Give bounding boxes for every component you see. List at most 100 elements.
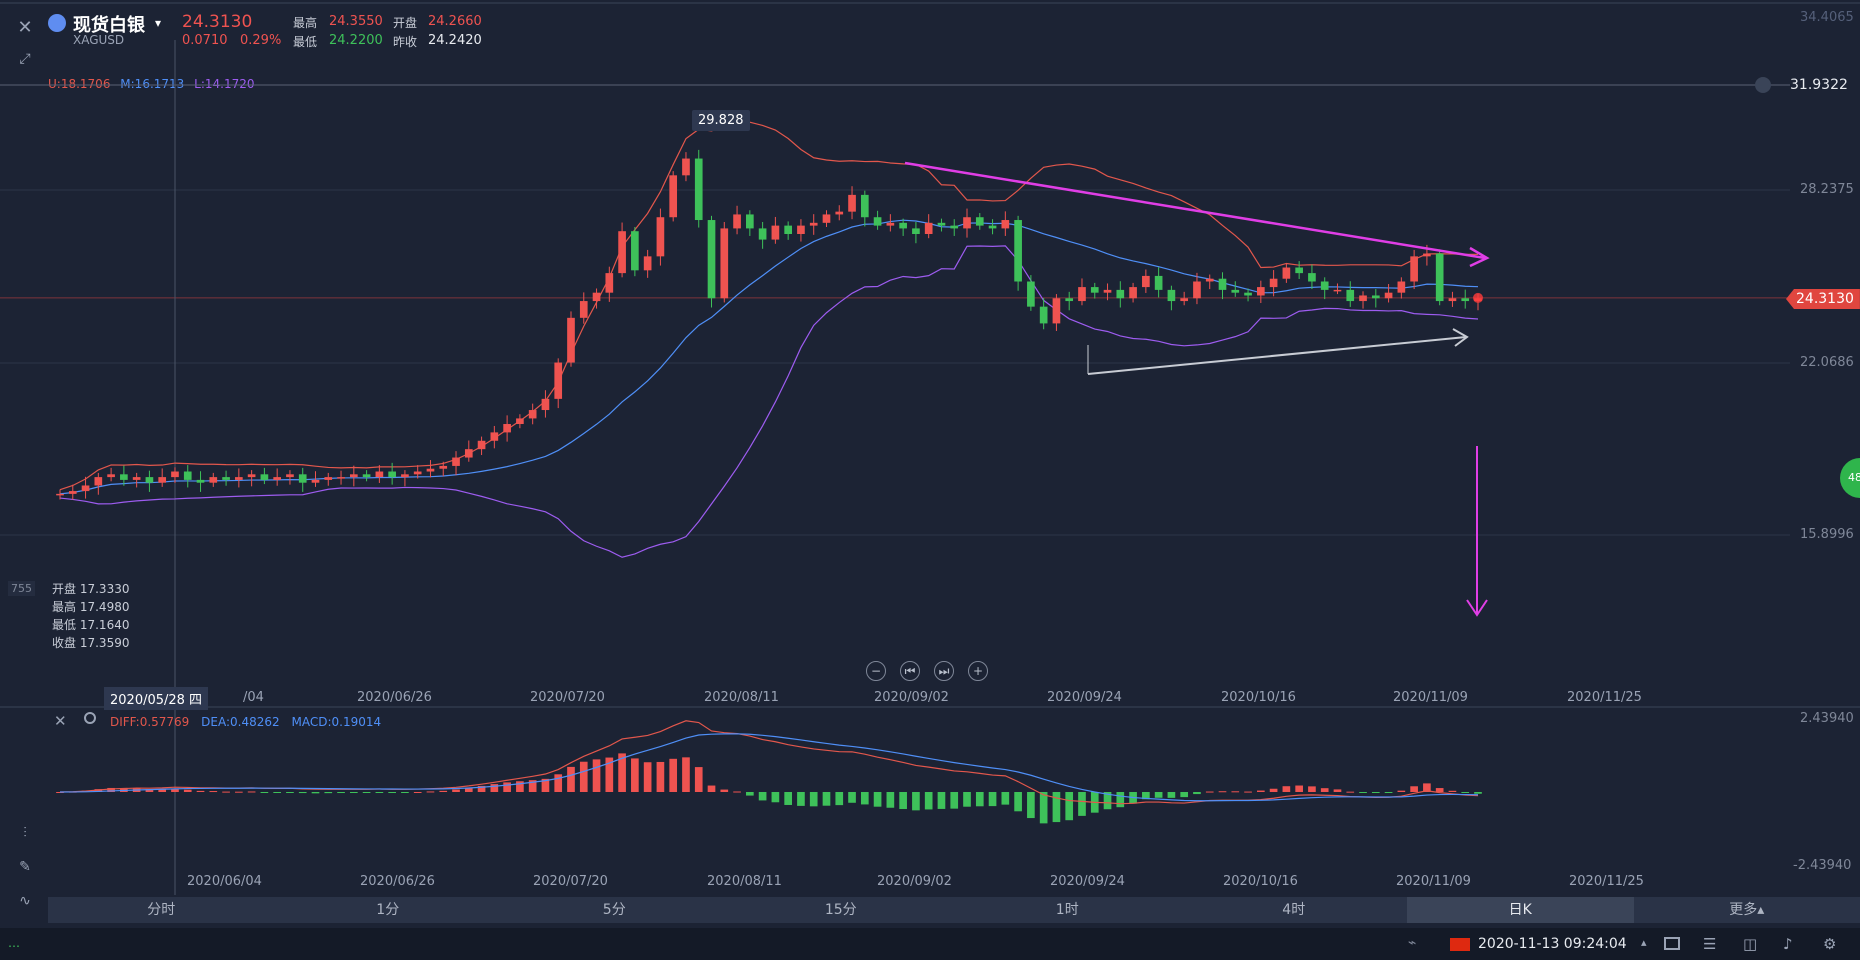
date-label: 2020/11/09 — [1393, 690, 1468, 705]
macd-bar — [975, 792, 984, 807]
candle-body — [107, 474, 115, 478]
candle-body — [1001, 220, 1010, 229]
macd-bar — [567, 766, 575, 792]
candle-body — [311, 479, 320, 483]
zoom-in-button[interactable]: + — [968, 661, 988, 681]
candle-body — [337, 477, 345, 479]
side-badge[interactable]: 48 — [1840, 458, 1860, 498]
last-price: 24.3130 — [182, 12, 253, 32]
period-15m[interactable]: 15分 — [824, 902, 857, 918]
macd-bar — [694, 767, 703, 792]
macd-close-icon[interactable]: ✕ — [54, 712, 67, 730]
macd-bar — [1384, 792, 1393, 793]
camera-icon[interactable]: ◫ — [1743, 935, 1758, 953]
candle-body — [490, 432, 499, 441]
symbol-dropdown-icon[interactable]: ▾ — [155, 16, 162, 30]
support-trendline — [1087, 336, 1467, 375]
boll-upper: U:18.1706 — [48, 77, 111, 91]
pencil-icon[interactable]: ✎ — [19, 859, 31, 875]
macd-bar — [1218, 791, 1227, 793]
macd-bar — [809, 792, 818, 807]
candle-body — [1014, 220, 1022, 282]
line-chart-icon[interactable]: ∿ — [19, 893, 31, 909]
period-5m[interactable]: 5分 — [602, 902, 626, 918]
prev-close-label: 昨收 — [393, 35, 418, 49]
macd-bar — [516, 781, 524, 792]
macd-bar — [873, 792, 882, 807]
macd-bar — [963, 792, 971, 807]
connection-icon[interactable]: ⌁ — [1408, 935, 1417, 951]
main-chart[interactable] — [0, 0, 1860, 900]
candle-body — [439, 465, 448, 469]
chart-nav: − ⏮ ⏭ + — [866, 661, 988, 681]
candle-body — [324, 477, 333, 480]
close-chart-icon[interactable]: ✕ — [17, 16, 33, 38]
scroll-end-button[interactable]: ⏭ — [934, 661, 954, 681]
macd-bar — [682, 757, 690, 792]
expand-icon[interactable]: ▴ — [1641, 936, 1647, 949]
macd-bar — [848, 792, 856, 803]
candle-body — [516, 418, 524, 425]
candle-body — [631, 231, 639, 271]
candle-body — [797, 225, 805, 234]
candle-body — [1180, 298, 1189, 302]
ohlc-close: 17.3590 — [79, 636, 130, 650]
macd-bar — [579, 761, 588, 792]
sound-icon[interactable]: ♪ — [1783, 935, 1793, 953]
macd-bar — [426, 791, 435, 793]
candle-body — [1435, 253, 1444, 302]
macd-bar — [937, 792, 946, 809]
symbol-name[interactable]: 现货白银 — [73, 15, 145, 36]
macd-bar — [196, 790, 205, 792]
candle-body — [81, 485, 90, 492]
list-icon[interactable]: ☰ — [1703, 935, 1717, 953]
candle-body — [56, 493, 64, 496]
candle-body — [541, 398, 550, 411]
candle-body — [937, 222, 946, 226]
macd-bar — [733, 791, 741, 793]
period-1h[interactable]: 1时 — [1055, 902, 1079, 918]
candle-body — [452, 457, 460, 466]
macd-bar — [1410, 786, 1418, 792]
macd-bar — [413, 791, 422, 793]
candle-body — [707, 220, 716, 299]
alert-bell-icon[interactable] — [1755, 77, 1771, 93]
date-label: 2020/09/02 — [874, 690, 949, 705]
macd-bar — [1116, 792, 1125, 808]
candle-body — [528, 410, 537, 419]
macd-settings-icon[interactable] — [84, 712, 96, 724]
macd-bar — [758, 792, 767, 801]
candle-body — [822, 214, 831, 223]
period-1m[interactable]: 1分 — [376, 902, 400, 918]
period-4h[interactable]: 4时 — [1282, 902, 1306, 918]
period-daily[interactable]: 日K — [1407, 897, 1634, 923]
macd-bar — [1065, 792, 1074, 821]
macd-bar — [324, 792, 333, 794]
macd-bar — [924, 792, 933, 810]
candle-body — [643, 256, 652, 271]
support-arrowhead — [1452, 328, 1469, 347]
candle-body — [860, 194, 869, 218]
candle-body — [1218, 278, 1227, 290]
draw-tool-icon[interactable]: ⤢ — [19, 51, 31, 67]
settings-icon[interactable]: ⚙ — [1823, 935, 1837, 953]
zoom-out-button[interactable]: − — [866, 661, 886, 681]
macd-bar — [362, 792, 371, 793]
candle-body — [1142, 275, 1150, 288]
boll-mid-line — [59, 219, 1479, 495]
macd-bar — [988, 792, 997, 807]
macd-bar — [1167, 792, 1176, 798]
period-timeshare[interactable]: 分时 — [147, 902, 176, 918]
window-icon[interactable] — [1664, 937, 1680, 950]
scroll-start-button[interactable]: ⏮ — [900, 661, 920, 681]
period-more[interactable]: 更多▴ — [1729, 902, 1765, 918]
macd-bar — [1052, 792, 1061, 823]
macd-bar — [273, 792, 282, 793]
candle-body — [1461, 298, 1470, 302]
candle-body — [158, 477, 167, 483]
macd-bar — [145, 789, 154, 792]
indicator-icon[interactable]: ⫶ — [23, 825, 27, 841]
candle-body — [1384, 292, 1393, 299]
macd-bar — [899, 792, 907, 810]
period-selector: 分时 1分 5分 15分 1时 4时 日K 更多▴ — [48, 897, 1860, 923]
